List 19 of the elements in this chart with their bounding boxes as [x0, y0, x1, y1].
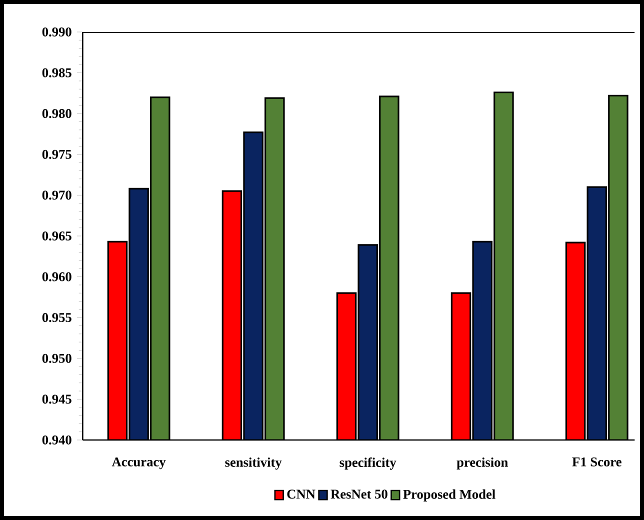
- y-tick-label: 0.960: [42, 272, 72, 282]
- y-tick-label: 0.945: [42, 394, 72, 404]
- legend-label: ResNet 50: [330, 490, 388, 499]
- x-tick-label: sensitivity: [225, 457, 282, 470]
- y-tick-label: 0.970: [42, 190, 72, 200]
- y-tick-label: 0.940: [42, 435, 72, 445]
- y-tick-label: 0.975: [42, 150, 72, 159]
- y-tick-label: 0.955: [42, 313, 72, 322]
- x-tick-label: specificity: [340, 457, 396, 470]
- y-tick-label: 0.980: [42, 109, 72, 118]
- y-tick-label: 0.985: [42, 68, 72, 78]
- x-tick-label: precision: [456, 457, 508, 470]
- x-tick-label: F1 Score: [572, 457, 622, 466]
- legend-label: Proposed Model: [403, 489, 496, 502]
- x-tick-label: Accuracy: [112, 457, 166, 470]
- y-tick-label: 0.965: [42, 231, 72, 241]
- y-tick-label: 0.950: [42, 354, 72, 363]
- y-tick-label: 0.990: [42, 27, 72, 37]
- legend-label: CNN: [287, 490, 316, 499]
